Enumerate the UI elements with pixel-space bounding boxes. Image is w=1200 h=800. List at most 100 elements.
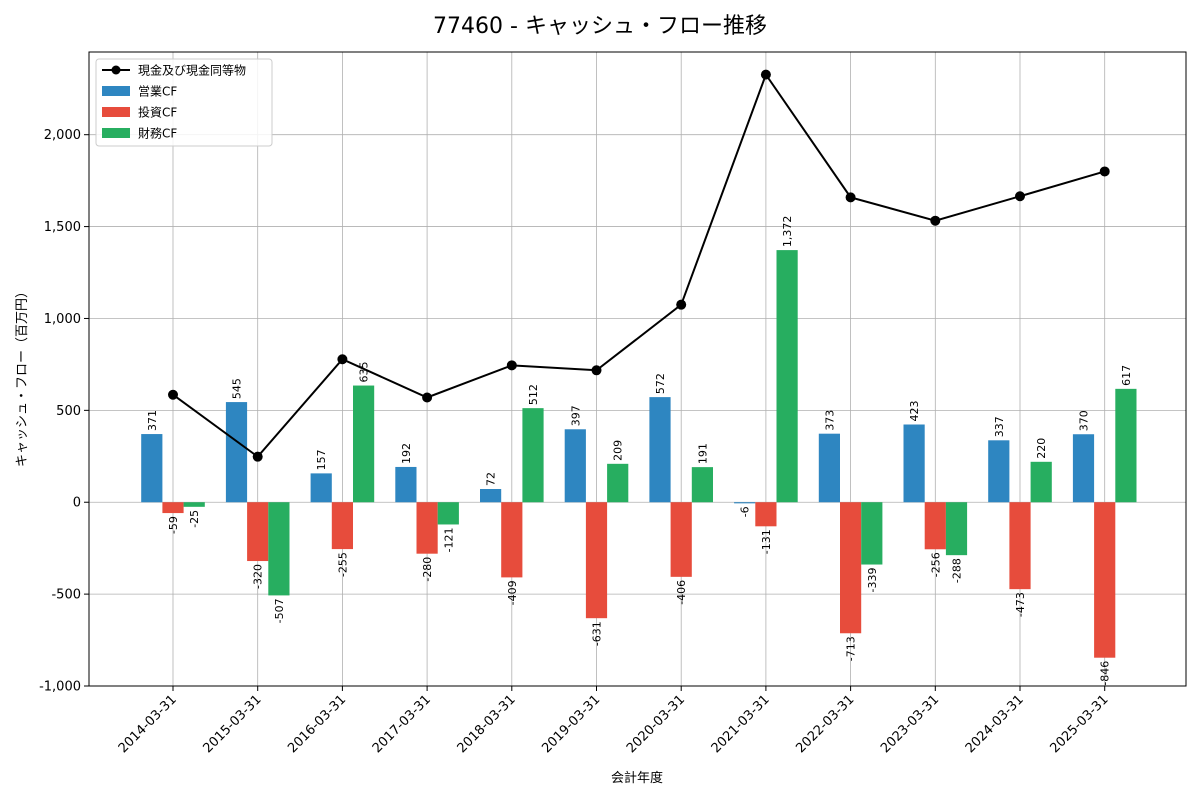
x-tick-label: 2016-03-31 — [285, 692, 349, 756]
bar-data-label: 337 — [993, 416, 1006, 437]
bar-data-label: -713 — [845, 636, 858, 661]
bar-2 — [840, 502, 862, 634]
bar-data-label: -121 — [442, 527, 455, 552]
cash-point — [168, 389, 178, 400]
bar-1 — [564, 429, 586, 503]
bar-data-label: -473 — [1014, 592, 1027, 617]
bar-1 — [734, 502, 756, 504]
cash-point — [676, 299, 687, 310]
bar-1 — [988, 440, 1010, 503]
x-tick-label: 2020-03-31 — [624, 692, 688, 756]
bar-data-label: -131 — [760, 529, 773, 554]
bar-data-label: -288 — [951, 558, 964, 583]
bar-data-label: -846 — [1099, 661, 1112, 686]
bar-1 — [141, 434, 163, 503]
cash-point — [591, 365, 602, 376]
y-axis-label: キャッシュ・フロー（百万円） — [15, 285, 30, 467]
bar-3 — [776, 250, 798, 503]
bar-3 — [691, 467, 713, 503]
bar-1 — [818, 433, 840, 503]
legend-label: 財務CF — [138, 126, 177, 141]
bar-data-label: -406 — [675, 580, 688, 605]
cash-point — [337, 354, 348, 365]
bar-data-label: -339 — [866, 568, 879, 593]
bar-data-label: 209 — [612, 440, 625, 461]
cash-point — [930, 215, 941, 226]
bar-3 — [861, 502, 883, 565]
bar-data-label: -25 — [188, 510, 201, 528]
bar-1 — [649, 397, 671, 503]
grid-layer — [89, 52, 1186, 687]
y-tick-label: 1,000 — [44, 312, 81, 327]
bar-2 — [1009, 502, 1031, 590]
cash-point — [252, 451, 263, 462]
bar-data-label: 191 — [696, 443, 709, 464]
bar-data-label: 1,372 — [781, 216, 794, 248]
bar-data-label: 512 — [527, 384, 540, 405]
x-tick-label: 2015-03-31 — [200, 692, 264, 756]
cash-point — [760, 69, 771, 80]
bar-data-label: 157 — [315, 449, 328, 470]
bar-2 — [247, 502, 269, 562]
x-tick-label: 2025-03-31 — [1047, 692, 1111, 756]
bar-data-label: 545 — [231, 378, 244, 399]
legend-swatch — [102, 86, 130, 96]
legend-label: 現金及び現金同等物 — [138, 63, 246, 78]
bar-3 — [945, 502, 968, 556]
x-tick-label: 2024-03-31 — [963, 692, 1027, 756]
bar-data-label: -256 — [929, 552, 942, 577]
bars-layer — [141, 250, 1137, 658]
x-tick-label: 2022-03-31 — [793, 692, 857, 756]
cash-line — [172, 72, 1105, 459]
y-tick-label: -1,000 — [39, 680, 81, 695]
data-labels-layer: 371 545 157 192 72 397 572 -6 373 423 337 370 -59 -32… — [146, 216, 1133, 686]
x-tick-label: 2018-03-31 — [455, 692, 519, 756]
x-tick-label: 2017-03-31 — [370, 692, 434, 756]
x-axis-label: 会計年度 — [611, 770, 663, 786]
plot-frame — [88, 51, 1187, 687]
bar-data-label: 371 — [146, 410, 159, 431]
legend-swatch — [102, 128, 130, 138]
legend-box — [95, 58, 273, 147]
bar-2 — [501, 502, 523, 578]
bar-1 — [1072, 434, 1095, 503]
bar-data-label: -631 — [591, 621, 604, 646]
cash-point — [1099, 166, 1110, 177]
bar-1 — [480, 489, 502, 503]
bar-2 — [924, 502, 946, 550]
bar-data-label: -59 — [167, 516, 180, 534]
bar-data-label: 72 — [485, 472, 498, 486]
bar-data-label: -280 — [421, 557, 434, 582]
line-layer — [168, 69, 1110, 462]
bar-data-label: -507 — [273, 598, 286, 623]
bar-3 — [522, 408, 544, 503]
bar-1 — [310, 473, 332, 503]
bar-3 — [437, 502, 459, 525]
bar-3 — [607, 463, 629, 503]
legend-swatch — [102, 107, 130, 117]
bar-data-label: 373 — [823, 410, 836, 431]
x-tick-label: 2014-03-31 — [116, 692, 180, 756]
x-tick-label: 2023-03-31 — [878, 692, 942, 756]
bar-3 — [183, 502, 205, 507]
chart-title: 77460 - キャッシュ・フロー推移 — [433, 14, 767, 39]
y-tick-label: 1,500 — [44, 220, 81, 235]
y-tick-label: 500 — [56, 404, 81, 419]
cash-point — [506, 360, 517, 371]
legend-marker — [111, 65, 121, 75]
cash-point — [1015, 191, 1025, 202]
bar-2 — [416, 502, 438, 554]
x-tick-label: 2019-03-31 — [539, 692, 603, 756]
bar-1 — [903, 424, 925, 503]
x-tick-label: 2021-03-31 — [709, 692, 773, 756]
bar-data-label: 220 — [1035, 438, 1048, 459]
bar-2 — [1094, 502, 1116, 658]
bar-data-label: 370 — [1078, 410, 1091, 431]
bar-data-label: 397 — [569, 405, 582, 426]
bar-data-label: 617 — [1120, 365, 1133, 386]
bar-data-label: 572 — [654, 373, 667, 394]
cash-point — [422, 392, 433, 403]
bar-data-label: -409 — [506, 580, 519, 605]
axes-layer: -1,000 -500 0 500 1,000 1,500 2,000 2014-03-31 2… — [39, 51, 1187, 756]
bar-2 — [585, 502, 608, 619]
